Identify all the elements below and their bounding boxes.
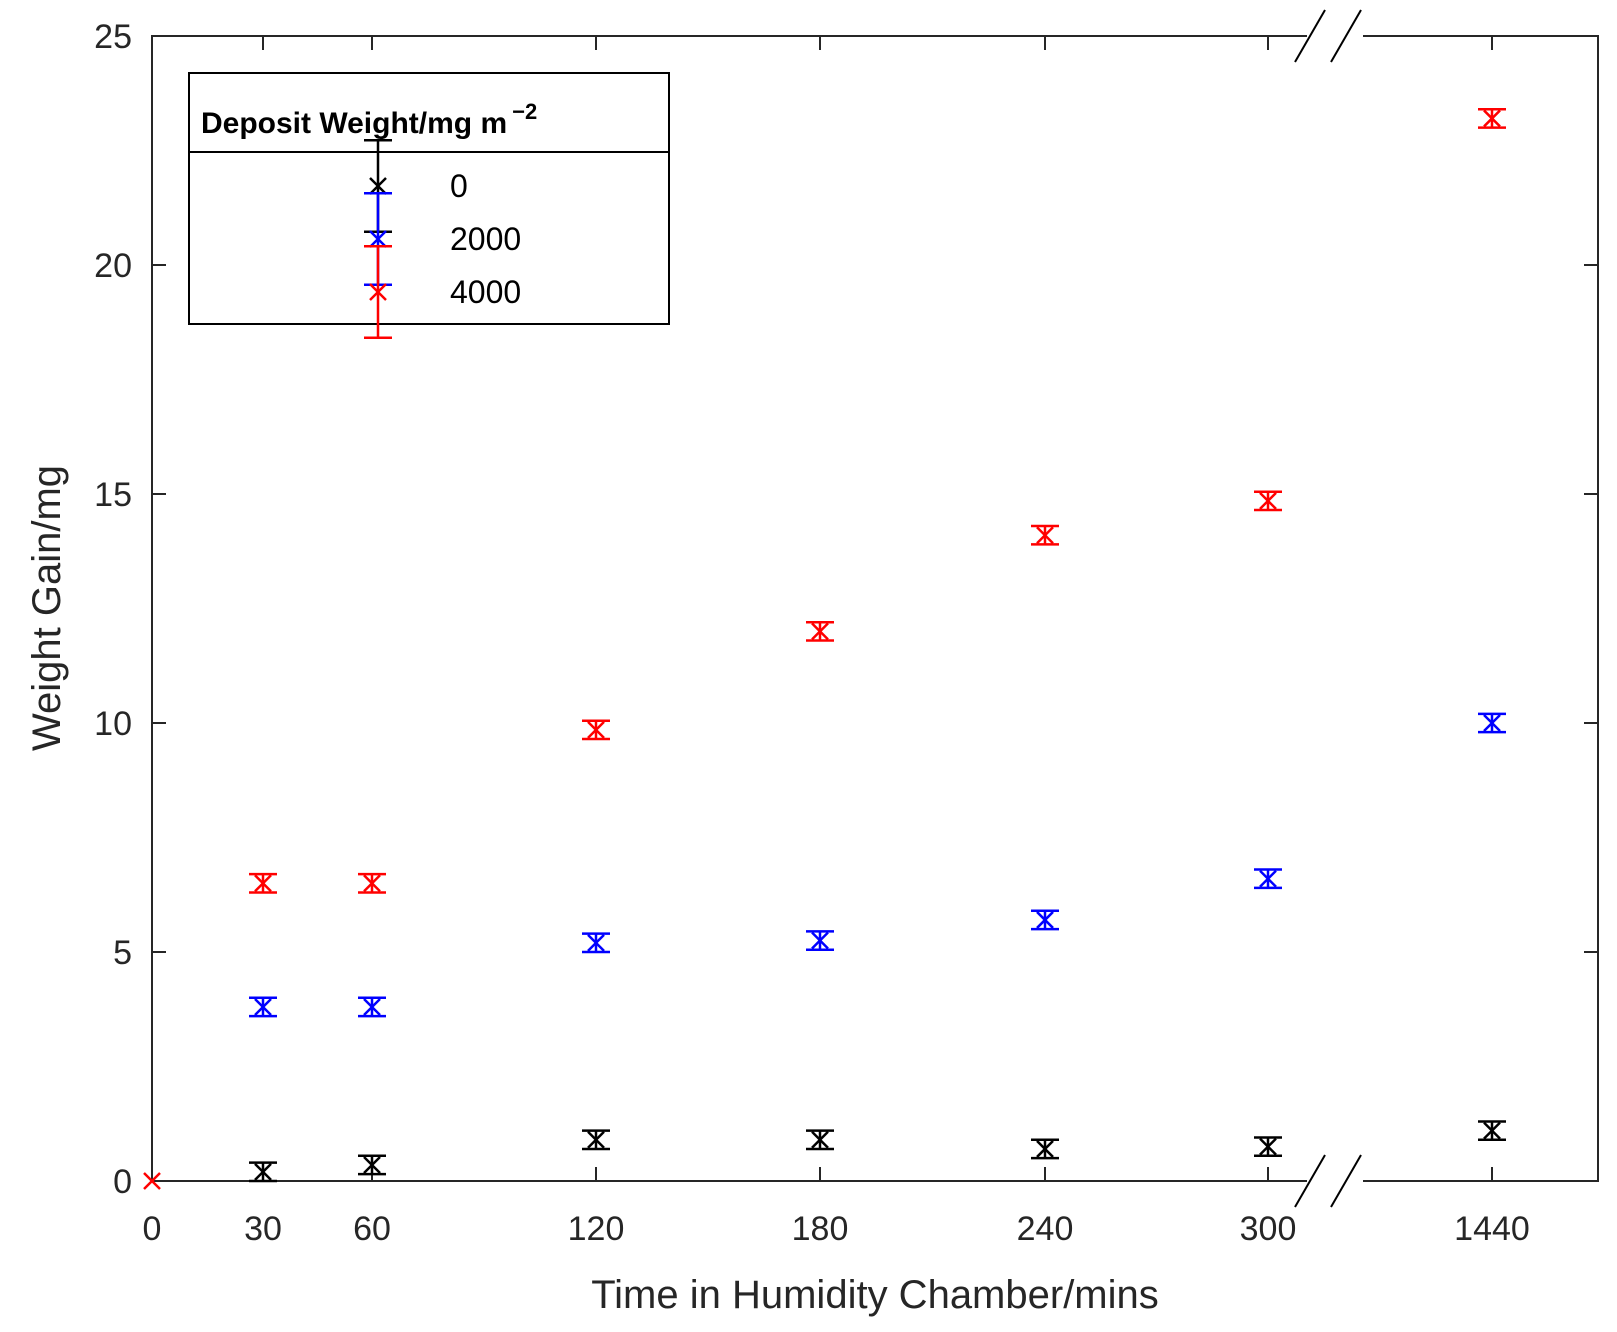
x-tick-label: 30 (244, 1210, 282, 1248)
legend-title-superscript: −2 (512, 99, 537, 124)
data-point (1031, 1138, 1059, 1160)
axis-breaks (1294, 9, 1363, 1208)
legend-box (188, 72, 670, 325)
marker-stroke (369, 230, 387, 248)
data-points (143, 108, 1506, 1190)
marker-stroke (363, 1156, 381, 1174)
data-point (1031, 909, 1059, 931)
legend-title-text: Deposit Weight/mg m (201, 107, 507, 140)
axis-break-slash (1330, 1154, 1362, 1208)
axis-break-slash (1294, 1154, 1326, 1208)
marker-stroke (254, 998, 272, 1016)
marker-stroke (369, 177, 387, 195)
axis-break-gap (1307, 1173, 1363, 1189)
x-tick-label: 0 (143, 1210, 162, 1248)
marker-stroke (587, 720, 605, 739)
marker-stroke (1036, 911, 1054, 929)
legend-label: 0 (450, 168, 468, 204)
data-point (249, 996, 277, 1018)
data-point (806, 930, 834, 951)
marker-stroke (1259, 869, 1277, 888)
x-axis-title: Time in Humidity Chamber/mins (591, 1273, 1159, 1317)
data-point (806, 620, 834, 642)
x-tick-label: 180 (792, 1210, 849, 1248)
axis-break-slash (1330, 9, 1362, 63)
data-point (358, 1154, 386, 1176)
y-axis-title: Weight Gain/mg (25, 465, 69, 751)
data-point (1478, 108, 1506, 129)
data-point (249, 1161, 277, 1183)
marker-stroke (363, 874, 381, 893)
data-point (1254, 490, 1282, 512)
y-tick-label: 20 (94, 247, 132, 285)
axis-break-slash (1294, 9, 1326, 63)
legend-label: 2000 (450, 221, 521, 257)
y-tick-label: 10 (94, 705, 132, 743)
marker-stroke (1483, 109, 1501, 128)
data-point (1478, 1120, 1506, 1142)
marker-stroke (1259, 1137, 1277, 1156)
marker-stroke (811, 931, 829, 950)
marker-stroke (1483, 1121, 1501, 1140)
marker-stroke (1036, 526, 1054, 545)
legend-title: Deposit Weight/mg m −2 (201, 99, 537, 140)
data-point (1031, 524, 1059, 546)
x-tick-label: 240 (1017, 1210, 1074, 1248)
axis-ticks: 0 5 10 15 20 25 0 30 60 120 180 240 300 1440 (94, 18, 1598, 1248)
y-tick-label: 15 (94, 476, 132, 514)
data-point (1478, 712, 1506, 734)
marker-stroke (587, 1130, 605, 1149)
legend: Deposit Weight/mg m −2 0 2000 4000 (188, 72, 670, 340)
data-point (582, 719, 610, 741)
marker-stroke (254, 1162, 272, 1181)
marker-stroke (369, 283, 387, 301)
data-point (1254, 1136, 1282, 1158)
x-tick-label: 1440 (1454, 1210, 1530, 1248)
data-point (249, 872, 277, 894)
x-tick-label: 120 (568, 1210, 625, 1248)
marker-stroke (1036, 1140, 1054, 1158)
x-tick-label: 60 (353, 1210, 391, 1248)
marker-stroke (811, 622, 829, 641)
data-point (1254, 868, 1282, 890)
marker-stroke (363, 998, 381, 1016)
y-tick-label: 25 (94, 18, 132, 56)
data-point (582, 932, 610, 954)
data-point (806, 1129, 834, 1151)
legend-label: 4000 (450, 274, 521, 310)
data-point (143, 1172, 161, 1190)
marker-stroke (1259, 491, 1277, 510)
y-tick-label: 0 (113, 1163, 132, 1201)
marker-stroke (143, 1172, 161, 1190)
y-tick-label: 5 (113, 934, 132, 972)
x-tick-label: 300 (1240, 1210, 1297, 1248)
marker-stroke (587, 933, 605, 952)
legend-marker (364, 244, 392, 340)
legend-entries: 0 2000 4000 (364, 138, 521, 340)
marker-stroke (254, 874, 272, 893)
marker-stroke (811, 1130, 829, 1149)
data-point (358, 872, 386, 894)
data-point (358, 996, 386, 1018)
marker-stroke (1483, 714, 1501, 732)
axis-break-gap (1307, 28, 1363, 44)
data-point (582, 1129, 610, 1151)
